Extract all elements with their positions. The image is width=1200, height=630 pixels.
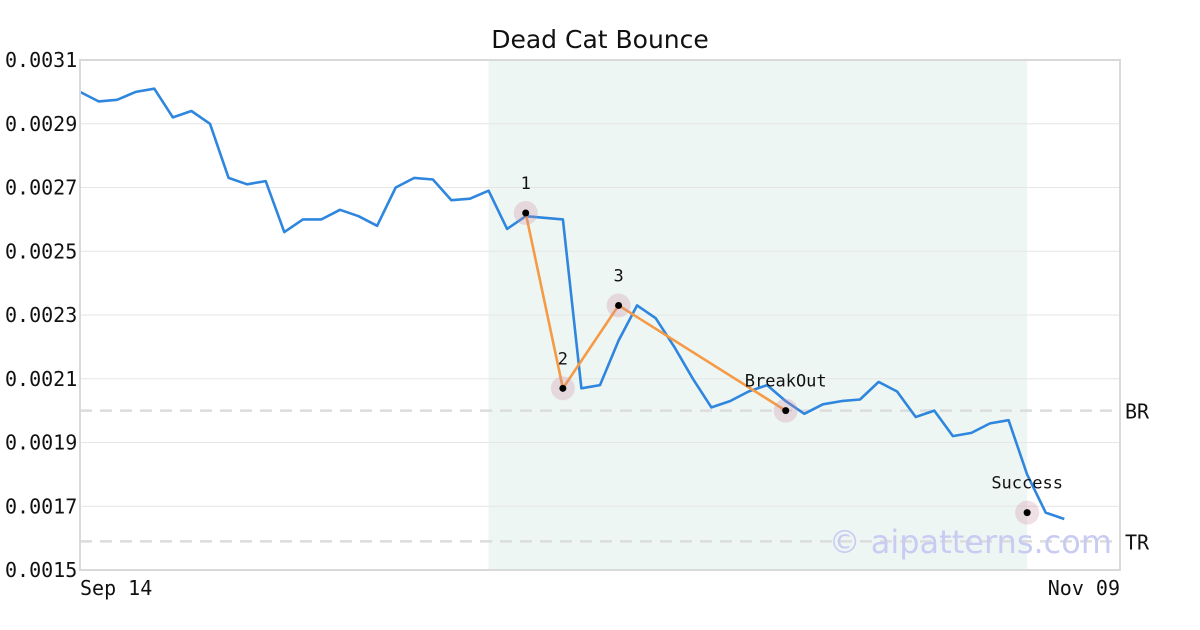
level-label: TR: [1125, 530, 1150, 554]
level-lines: BR TR: [80, 400, 1150, 554]
y-tick-label: 0.0025: [5, 239, 77, 263]
y-tick-label: 0.0023: [5, 303, 77, 327]
pattern-point-dot: [782, 407, 790, 415]
pattern-point-label: 2: [558, 349, 568, 369]
x-tick-label: Nov 09: [1048, 576, 1120, 600]
chart-title: Dead Cat Bounce: [491, 25, 709, 54]
y-tick-label: 0.0019: [5, 431, 77, 455]
pattern-point-dot: [615, 301, 623, 309]
pattern-point-label: BreakOut: [745, 372, 827, 392]
plot-frame: [79, 59, 1121, 571]
pattern-point-dot: [1023, 509, 1031, 517]
y-tick-label: 0.0029: [5, 112, 77, 136]
level-label: BR: [1125, 400, 1150, 424]
x-axis-ticks: Sep 14 Nov 09: [80, 576, 1120, 600]
pattern-points: 1 2 3 BreakOut Success: [513, 174, 1063, 525]
watermark-text: © aipatterns.com: [829, 523, 1112, 561]
y-tick-label: 0.0015: [5, 558, 77, 582]
price-series-line: [79, 87, 1065, 521]
y-tick-label: 0.0021: [5, 367, 77, 391]
x-tick-label: Sep 14: [80, 576, 152, 600]
y-tick-label: 0.0017: [5, 494, 77, 518]
pattern-point-label: Success: [991, 474, 1063, 494]
y-tick-label: 0.0031: [5, 48, 77, 72]
y-tick-label: 0.0027: [5, 176, 77, 200]
y-axis-ticks: 0.0015 0.0017 0.0019 0.0021 0.0023 0.0025 0.00…: [5, 48, 77, 582]
pattern-point-label: 3: [613, 266, 623, 286]
pattern-point-label: 1: [521, 174, 531, 194]
pattern-point-dot: [559, 384, 567, 392]
pattern-line: [524, 212, 787, 412]
pattern-point-dot: [522, 209, 530, 217]
